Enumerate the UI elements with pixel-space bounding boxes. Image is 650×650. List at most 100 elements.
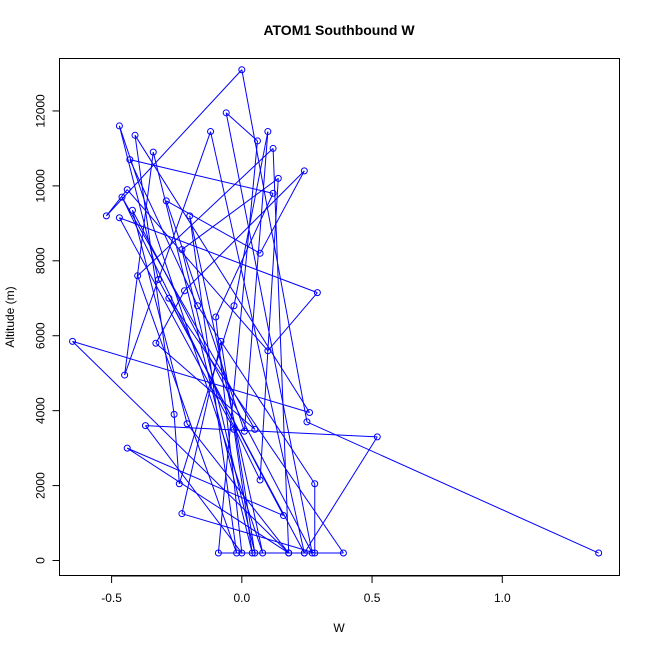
x-axis-label: W — [333, 621, 345, 635]
data-points — [69, 66, 603, 557]
series-line-segment — [233, 429, 253, 554]
series-line-segment — [243, 131, 269, 432]
data-point — [280, 512, 287, 520]
y-tick-label: 2000 — [34, 472, 48, 499]
series-line-segment — [259, 170, 305, 254]
series-line-segment — [220, 341, 256, 554]
data-point — [123, 444, 131, 452]
data-point — [269, 144, 277, 152]
data-point — [238, 549, 246, 557]
series-line-segment — [225, 112, 258, 142]
series-line-segment — [165, 200, 245, 432]
data-point — [175, 480, 183, 488]
series-line-segment — [121, 196, 256, 430]
data-point — [222, 109, 230, 117]
y-tick-label: 10000 — [34, 169, 48, 203]
series-line-segment — [215, 316, 243, 554]
series-line-segment — [215, 193, 274, 318]
series-line-segment — [173, 414, 180, 484]
axes: -0.5 0.0 0.5 1.0 0 2000 4000 6000 8000 10000 12000 — [34, 94, 511, 605]
data-point — [300, 167, 308, 175]
series-line-segment — [145, 425, 378, 438]
data-point — [256, 249, 264, 257]
series-line-segment — [267, 292, 318, 352]
data-point — [285, 549, 293, 557]
x-tick-label: 1.0 — [494, 591, 511, 605]
data-point — [126, 156, 134, 164]
series-line-segment — [184, 170, 305, 292]
series-line-segment — [105, 189, 128, 217]
data-point — [207, 128, 215, 136]
series-line-segment — [178, 305, 235, 484]
series-line-segment — [181, 249, 256, 554]
data-point — [162, 197, 170, 205]
data-point — [217, 337, 225, 345]
data-point — [303, 418, 311, 426]
data-point — [269, 189, 277, 197]
x-tick-label: -0.5 — [101, 591, 122, 605]
series-line-segment — [137, 275, 238, 554]
series-line-segment — [181, 341, 222, 514]
data-point — [240, 427, 248, 435]
data-point — [311, 480, 319, 488]
series-line-segment — [131, 210, 188, 424]
data-point — [308, 549, 316, 557]
series-line-segment — [129, 159, 274, 194]
series-line-segment — [233, 131, 269, 306]
data-point — [238, 66, 246, 74]
y-tick-label: 4000 — [34, 397, 48, 424]
series-line-segment — [134, 135, 310, 413]
series-line-segment — [189, 215, 264, 554]
series-line-segment — [217, 140, 258, 554]
data-point — [170, 410, 178, 418]
series-line-segment — [127, 447, 284, 517]
series-line-segment — [124, 152, 154, 376]
data-point — [373, 433, 381, 441]
series-line-segment — [129, 159, 199, 306]
series-line-segment — [145, 425, 243, 554]
series-line-segment — [124, 131, 212, 376]
series-line-segment — [259, 178, 279, 480]
data-point — [251, 549, 259, 557]
data-point — [313, 289, 321, 297]
data-point — [128, 206, 136, 214]
data-point — [165, 294, 173, 302]
y-axis-label: Altitude (m) — [3, 286, 17, 347]
data-point — [141, 422, 149, 430]
y-tick-label: 12000 — [34, 94, 48, 128]
y-tick-label: 6000 — [34, 322, 48, 349]
data-point — [274, 174, 282, 182]
data-point — [233, 549, 241, 557]
data-point — [311, 549, 319, 557]
data-point — [194, 302, 202, 310]
series-line-segment — [119, 217, 318, 294]
series-line-segment — [155, 290, 185, 344]
data-point — [69, 337, 77, 345]
data-point — [121, 371, 129, 379]
data-point — [181, 287, 189, 295]
series-line-segment — [155, 342, 256, 430]
data-point — [339, 549, 347, 557]
data-lines — [72, 69, 599, 554]
data-point — [214, 549, 222, 557]
data-point — [251, 425, 259, 433]
x-tick-label: 0.0 — [233, 591, 250, 605]
data-point — [131, 131, 139, 139]
data-point — [264, 347, 272, 355]
data-point — [256, 476, 264, 484]
series-line-segment — [106, 69, 243, 217]
series-line-segment — [72, 340, 310, 414]
data-point — [118, 193, 126, 201]
data-point — [115, 214, 123, 222]
chart-title: ATOM1 Southbound W — [263, 22, 415, 38]
data-point — [186, 212, 194, 220]
data-point — [152, 339, 160, 347]
y-tick-label: 0 — [34, 557, 48, 564]
data-point — [259, 549, 267, 557]
series-line-segment — [137, 148, 274, 277]
series-line-segment — [134, 135, 175, 415]
data-point — [178, 510, 186, 518]
data-point — [248, 549, 256, 557]
data-point — [183, 420, 191, 428]
series-line-segment — [306, 421, 599, 554]
